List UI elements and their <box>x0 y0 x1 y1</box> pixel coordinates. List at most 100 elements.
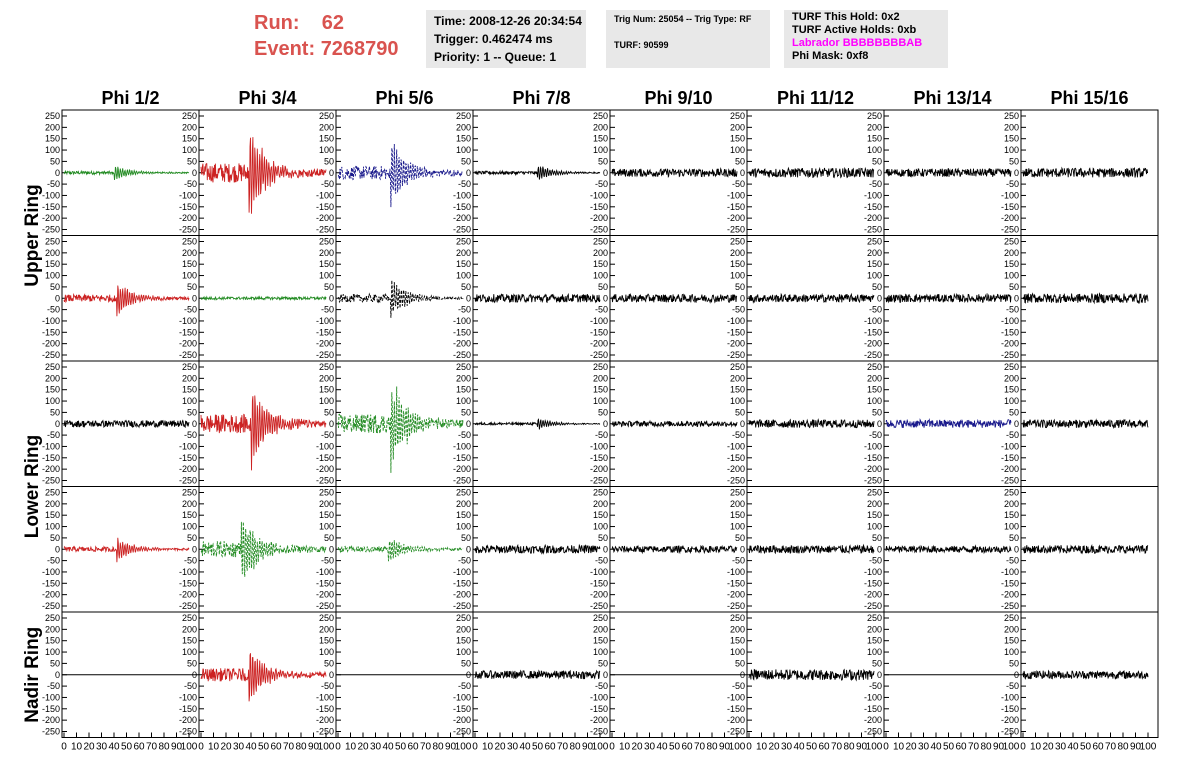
x-tick-label: 20 <box>83 742 95 753</box>
time-info-panel: Time: 2008-12-26 20:34:54 Trigger: 0.462… <box>426 10 586 68</box>
y-tick-label: -250 <box>179 225 197 235</box>
x-tick-label: 90 <box>719 742 731 753</box>
y-tick-label: 250 <box>730 111 745 121</box>
y-tick-label: -100 <box>1001 567 1019 577</box>
y-tick-label: 50 <box>461 658 471 668</box>
x-tick-label: 50 <box>395 742 407 753</box>
y-tick-label: 100 <box>45 396 60 406</box>
y-tick-label: 0 <box>329 419 334 429</box>
y-tick-label: -100 <box>316 316 334 326</box>
y-tick-label: 250 <box>182 237 197 247</box>
y-tick-label: -50 <box>47 179 60 189</box>
y-tick-label: 200 <box>319 122 334 132</box>
y-tick-label: 100 <box>456 522 471 532</box>
y-tick-label: 50 <box>1009 407 1019 417</box>
y-tick-label: 200 <box>319 373 334 383</box>
y-tick-label: 0 <box>603 168 608 178</box>
y-tick-label: 100 <box>593 647 608 657</box>
y-tick-label: 150 <box>593 259 608 269</box>
y-tick-label: -150 <box>179 578 197 588</box>
y-tick-label: 50 <box>598 156 608 166</box>
y-tick-label: -200 <box>453 339 471 349</box>
y-tick-label: -200 <box>179 339 197 349</box>
waveform-trace <box>611 419 738 428</box>
y-tick-label: 0 <box>1014 419 1019 429</box>
y-tick-label: 50 <box>324 658 334 668</box>
y-tick-label: 150 <box>730 385 745 395</box>
y-tick-label: 100 <box>730 647 745 657</box>
y-tick-label: 200 <box>867 499 882 509</box>
y-tick-label: 150 <box>182 510 197 520</box>
y-tick-label: 100 <box>867 647 882 657</box>
y-tick-label: 100 <box>593 271 608 281</box>
y-tick-label: 100 <box>1004 396 1019 406</box>
x-tick-label: 0 <box>335 742 341 753</box>
y-tick-label: -200 <box>316 213 334 223</box>
y-tick-label: 50 <box>324 156 334 166</box>
y-tick-label: -250 <box>42 350 60 360</box>
y-tick-label: 0 <box>192 168 197 178</box>
y-tick-label: -150 <box>590 453 608 463</box>
y-tick-label: 50 <box>187 658 197 668</box>
y-tick-label: 200 <box>319 499 334 509</box>
y-tick-label: -100 <box>316 441 334 451</box>
x-tick-label: 50 <box>258 742 270 753</box>
waveform-trace <box>63 537 190 563</box>
y-tick-label: -250 <box>42 225 60 235</box>
column-header: Phi 15/16 <box>1050 88 1128 108</box>
y-tick-label: 0 <box>55 168 60 178</box>
y-tick-label: -150 <box>590 202 608 212</box>
y-tick-label: 100 <box>319 522 334 532</box>
trig-num-text: Trig Num: 25054 -- Trig Type: RF <box>614 14 752 24</box>
y-tick-label: 0 <box>603 293 608 303</box>
y-tick-label: -250 <box>1001 601 1019 611</box>
y-tick-label: 100 <box>182 145 197 155</box>
y-tick-label: 0 <box>192 670 197 680</box>
y-tick-label: -150 <box>316 327 334 337</box>
y-tick-label: 250 <box>867 362 882 372</box>
x-tick-label: 90 <box>856 742 868 753</box>
waveform-trace <box>885 544 1012 555</box>
y-tick-label: 150 <box>456 385 471 395</box>
x-tick-label: 60 <box>407 742 419 753</box>
y-tick-label: 250 <box>319 362 334 372</box>
y-tick-label: -50 <box>47 305 60 315</box>
x-tick-label: 30 <box>507 742 519 753</box>
waveform-trace <box>63 166 190 181</box>
x-tick-label: 50 <box>532 742 544 753</box>
y-tick-label: -150 <box>864 704 882 714</box>
y-tick-label: 250 <box>456 362 471 372</box>
y-tick-label: 100 <box>1004 522 1019 532</box>
x-tick-label: 50 <box>669 742 681 753</box>
x-tick-label: 70 <box>1105 742 1117 753</box>
y-tick-label: 250 <box>593 111 608 121</box>
y-tick-label: 150 <box>730 636 745 646</box>
y-tick-label: -200 <box>864 339 882 349</box>
y-tick-label: 0 <box>466 168 471 178</box>
column-header: Phi 3/4 <box>238 88 296 108</box>
y-tick-label: -50 <box>1006 305 1019 315</box>
y-tick-label: -200 <box>864 715 882 725</box>
y-tick-label: 150 <box>45 510 60 520</box>
x-tick-label: 10 <box>208 742 220 753</box>
y-tick-label: 200 <box>45 373 60 383</box>
x-tick-label: 90 <box>582 742 594 753</box>
x-tick-label: 80 <box>432 742 444 753</box>
waveform-trace <box>337 143 464 208</box>
y-tick-label: 150 <box>867 385 882 395</box>
waveform-trace <box>63 419 190 429</box>
x-tick-label: 10 <box>893 742 905 753</box>
y-tick-label: 150 <box>730 510 745 520</box>
y-tick-label: -100 <box>453 567 471 577</box>
y-tick-label: -200 <box>727 715 745 725</box>
y-tick-label: 0 <box>466 544 471 554</box>
y-tick-label: -50 <box>869 681 882 691</box>
y-tick-label: 200 <box>730 373 745 383</box>
y-tick-label: -250 <box>316 350 334 360</box>
column-header: Phi 1/2 <box>101 88 159 108</box>
y-tick-label: 200 <box>456 624 471 634</box>
x-tick-label: 0 <box>472 742 478 753</box>
y-tick-label: 50 <box>872 407 882 417</box>
column-header: Phi 11/12 <box>777 88 854 108</box>
y-tick-label: 50 <box>735 282 745 292</box>
